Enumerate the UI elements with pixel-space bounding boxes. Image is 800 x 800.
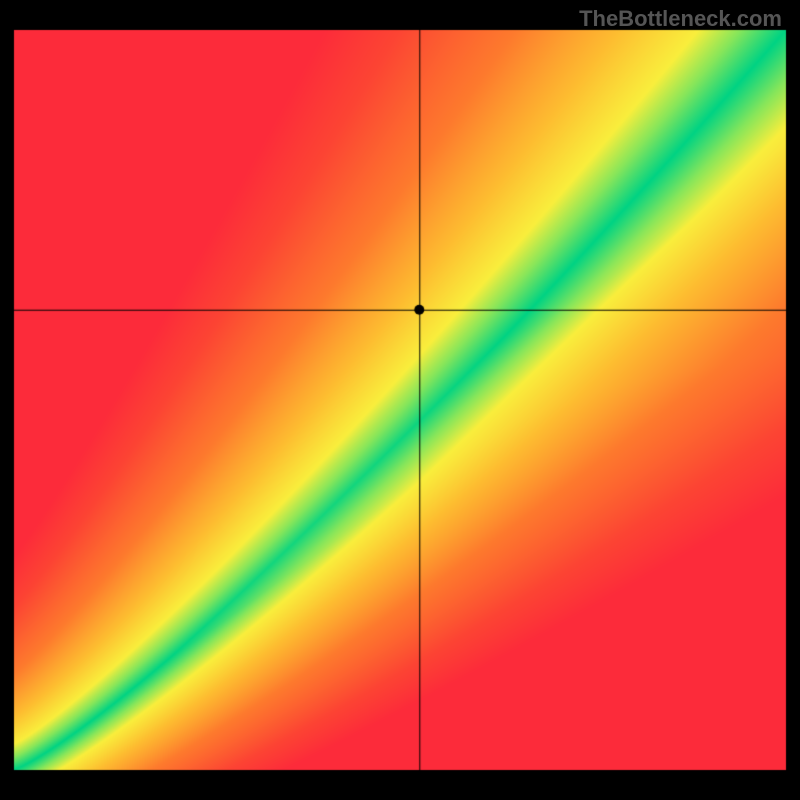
watermark-text: TheBottleneck.com bbox=[579, 6, 782, 32]
chart-container: TheBottleneck.com bbox=[0, 0, 800, 800]
heatmap-canvas bbox=[0, 0, 800, 800]
